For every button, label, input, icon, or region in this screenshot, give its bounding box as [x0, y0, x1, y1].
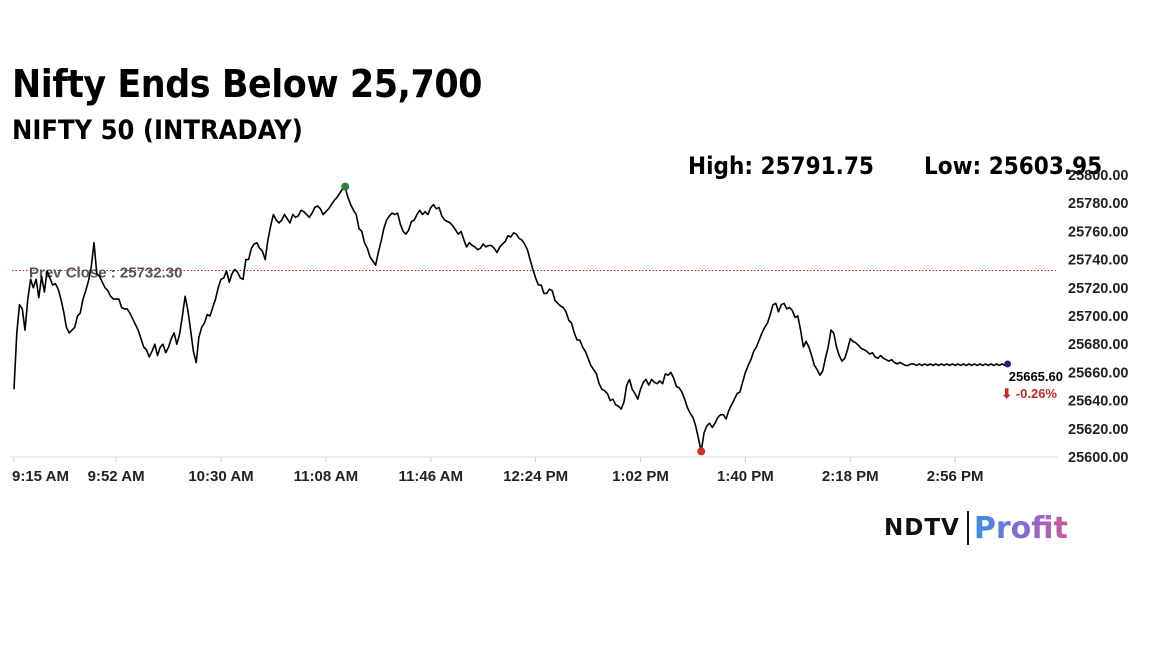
y-axis: 25600.00 25620.00 25640.00 25660.00 25680.00…: [1068, 168, 1128, 466]
last-price-label: 25665.60: [1009, 369, 1063, 384]
y-tick-label: 25700.00: [1068, 309, 1128, 325]
x-tick-label: 9:52 AM: [88, 468, 145, 485]
x-tick-label: 10:30 AM: [188, 468, 253, 485]
chart-subtitle: NIFTY 50 (INTRADAY): [12, 115, 303, 146]
ndtv-profit-logo: NDTV Profit: [884, 508, 1068, 548]
high-marker: [341, 182, 350, 191]
y-tick-label: 25740.00: [1068, 253, 1128, 269]
y-tick-label: 25660.00: [1068, 365, 1128, 381]
intraday-line-chart: Prev Close : 25732.30 25600.0025620.0025…: [10, 168, 1128, 485]
page-title: Nifty Ends Below 25,700: [12, 62, 483, 106]
y-tick-label: 25640.00: [1068, 394, 1128, 410]
x-tick-label: 2:18 PM: [822, 468, 879, 485]
logo-separator: [966, 511, 969, 545]
y-tick-label: 25720.00: [1068, 281, 1128, 297]
change-percent-label: ⬇ -0.26%: [1001, 386, 1057, 401]
y-tick-label: 25680.00: [1068, 337, 1128, 353]
logo-ndtv-text: NDTV: [884, 515, 960, 541]
x-tick-label: 1:02 PM: [612, 468, 669, 485]
x-tick-label: 12:24 PM: [503, 468, 568, 485]
low-value-label: Low: 25603.95: [924, 152, 1103, 180]
x-tick-label: 2:56 PM: [927, 468, 984, 485]
y-tick-label: 25800.00: [1068, 168, 1128, 184]
series-line-nifty: [13, 186, 1008, 453]
last-price-marker: [1004, 360, 1012, 368]
y-tick-label: 25600.00: [1068, 450, 1128, 466]
x-axis: 9:15 AM 9:52 AM 10:30 AM 11:08 AM 11:46 AM 12…: [12, 457, 984, 485]
logo-profit-text: Profit: [973, 510, 1068, 546]
x-tick-label: 11:46 AM: [399, 468, 463, 485]
prev-close-label: Prev Close : 25732.30: [29, 264, 182, 281]
x-tick-label: 1:40 PM: [717, 468, 774, 485]
y-tick-label: 25780.00: [1068, 196, 1128, 212]
y-tick-label: 25760.00: [1068, 224, 1128, 240]
x-tick-label: 9:15 AM: [12, 468, 69, 485]
low-marker: [697, 447, 706, 456]
x-tick-label: 11:08 AM: [294, 468, 358, 485]
high-value-label: High: 25791.75: [688, 152, 874, 180]
y-tick-label: 25620.00: [1068, 422, 1128, 438]
